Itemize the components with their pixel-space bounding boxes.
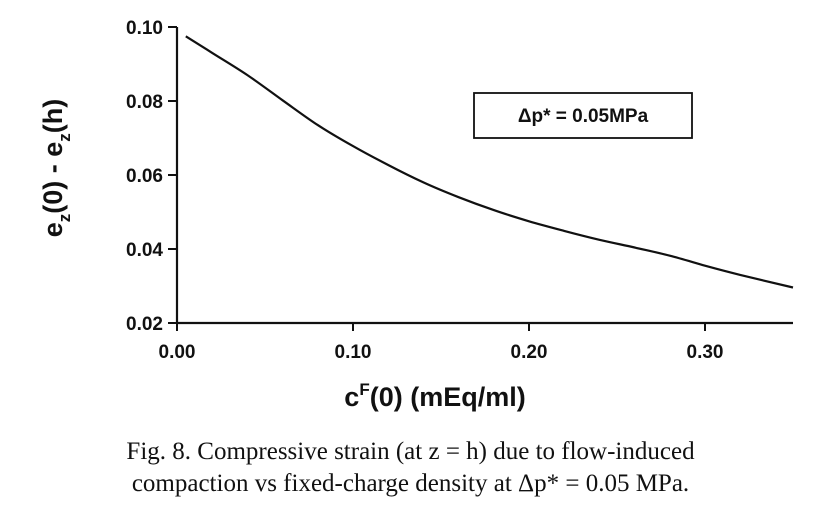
x-ticks: 0.00 0.10 0.20 0.30 [159,323,724,363]
caption-line-2: compaction vs fixed-charge density at Δp… [131,470,690,497]
figure-caption: Fig. 8. Compressive strain (at z = h) du… [0,436,821,500]
y-axis-title-p2: (0) - e [38,142,68,214]
x-tick-label: 0.30 [687,342,724,363]
y-tick-label: 0.04 [126,240,163,261]
x-tick-label: 0.10 [335,342,372,363]
annotation-text: Δp* = 0.05MPa [518,106,649,127]
y-axis-title-sub1: z [55,214,74,223]
x-axis-title-rest: (0) (mEq/ml) [370,382,526,412]
y-tick-label: 0.02 [126,314,163,335]
annotation-box [473,92,693,139]
series-line [185,35,794,289]
y-ticks: 0.02 0.04 0.06 0.08 0.10 [126,18,177,335]
y-tick-label: 0.08 [126,92,163,113]
series-group [185,35,794,289]
x-axis-title-sup: F [359,380,369,399]
x-axis-title-main: c [344,382,359,412]
x-axis-title: cF(0) (mEq/ml) [344,380,525,412]
x-tick-label: 0.20 [511,342,548,363]
y-tick-label: 0.10 [126,18,163,39]
x-tick-label: 0.00 [159,342,196,363]
y-axis-title: ez(0) - ez(h) [38,99,74,238]
y-axis-title-p3: (h) [38,99,68,133]
y-axis-title-p1: e [38,222,68,237]
chart: 0.02 0.04 0.06 0.08 0.10 0.00 0.10 0.20 0.30 Δp… [38,18,794,412]
y-tick-label: 0.06 [126,166,163,187]
y-axis-title-sub2: z [55,133,74,142]
caption-line-1: Fig. 8. Compressive strain (at z = h) du… [126,438,695,465]
